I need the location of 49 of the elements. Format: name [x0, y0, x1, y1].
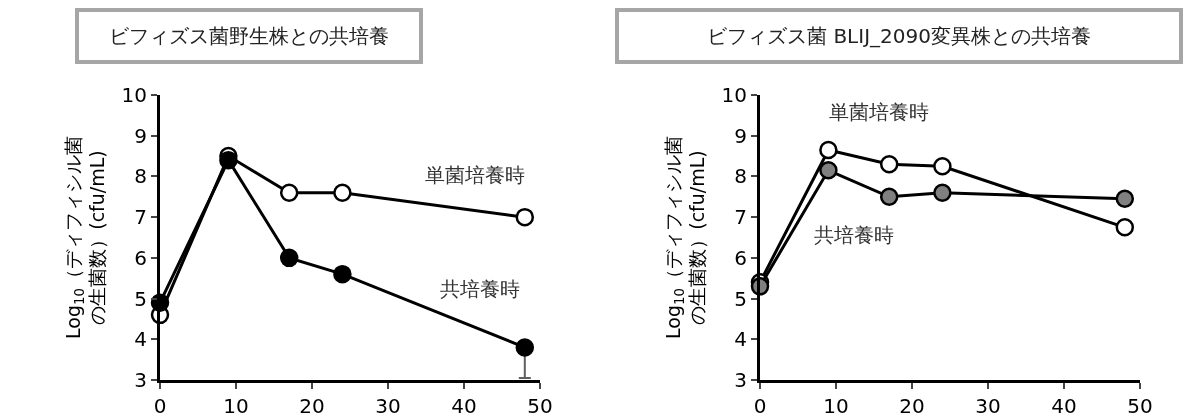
y-tick-label: 4 — [734, 327, 747, 352]
y-tick-label: 4 — [134, 327, 147, 352]
x-tick-label: 40 — [1051, 394, 1077, 418]
x-tick-label: 40 — [451, 394, 477, 418]
point — [819, 161, 838, 180]
chart-title: ビフィズス菌野生株との共培養 — [75, 8, 423, 64]
series-label: 共培養時 — [814, 223, 894, 247]
x-tick-label: 0 — [153, 394, 167, 418]
x-tick-label: 30 — [975, 394, 1001, 418]
point — [933, 157, 952, 176]
y-tick-label: 3 — [734, 368, 747, 392]
point — [333, 183, 352, 202]
x-tick-label: 30 — [375, 394, 401, 418]
y-tick-label: 7 — [734, 205, 747, 230]
y-tick-label: 9 — [134, 123, 147, 148]
point — [879, 187, 899, 207]
point — [933, 183, 952, 202]
series-label: 共培養時 — [440, 277, 520, 301]
point — [515, 207, 535, 227]
x-tick-label: 0 — [753, 394, 767, 418]
x-tick-label: 20 — [299, 394, 325, 418]
x-tick-label: 10 — [223, 394, 249, 418]
point — [333, 264, 352, 284]
x-tick-label: 20 — [899, 394, 925, 418]
point — [1115, 218, 1135, 237]
series-label: 単菌培養時 — [425, 163, 525, 187]
series-label: 単菌培養時 — [829, 100, 929, 124]
y-tick-label: 9 — [734, 123, 747, 148]
y-tick-label: 10 — [721, 83, 747, 107]
x-tick-label: 50 — [1127, 394, 1153, 418]
y-tick-label: 5 — [134, 286, 147, 311]
chart-title: ビフィズス菌 BLIJ_2090変異株との共培養 — [615, 8, 1183, 64]
y-tick-label: 5 — [734, 286, 747, 311]
point — [279, 183, 299, 202]
x-tick-label: 10 — [823, 394, 849, 418]
y-tick-label: 6 — [134, 245, 147, 270]
point — [879, 154, 899, 174]
y-tick-label: 6 — [734, 245, 747, 270]
point — [819, 140, 838, 160]
point — [1115, 189, 1135, 209]
y-tick-label: 3 — [134, 368, 147, 392]
y-tick-label: 8 — [734, 164, 747, 189]
y-tick-label: 10 — [121, 83, 147, 107]
y-tick-label: 7 — [134, 205, 147, 230]
x-tick-label: 50 — [527, 394, 553, 418]
point — [279, 248, 299, 268]
point — [219, 150, 238, 170]
y-tick-label: 8 — [134, 164, 147, 189]
point — [515, 338, 535, 357]
